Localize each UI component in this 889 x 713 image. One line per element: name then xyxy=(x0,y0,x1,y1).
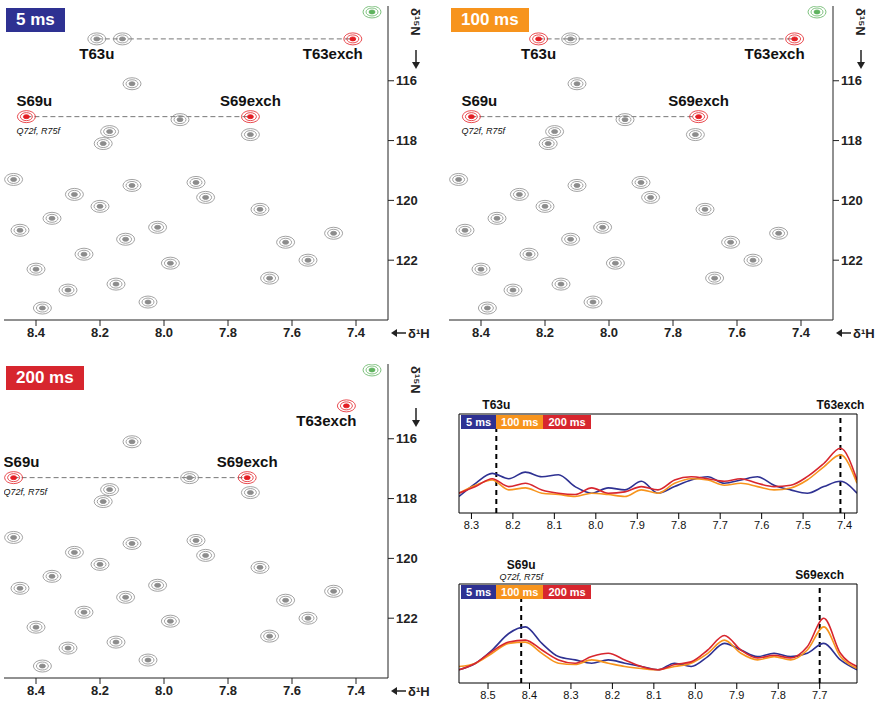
svg-text:8.4: 8.4 xyxy=(27,325,46,340)
svg-text:120: 120 xyxy=(396,551,418,566)
svg-text:7.5: 7.5 xyxy=(795,519,810,531)
svg-text:8.4: 8.4 xyxy=(522,689,537,701)
svg-text:T63u: T63u xyxy=(521,45,556,62)
svg-text:δ¹H: δ¹H xyxy=(408,326,430,341)
svg-text:8.2: 8.2 xyxy=(605,689,620,701)
svg-text:7.9: 7.9 xyxy=(729,689,744,701)
svg-text:120: 120 xyxy=(396,193,418,208)
svg-text:8.0: 8.0 xyxy=(600,325,618,340)
svg-text:Q72f, R75f: Q72f, R75f xyxy=(4,487,49,497)
html-text:100 ms: 100 ms xyxy=(461,10,519,29)
svg-text:8.2: 8.2 xyxy=(536,325,554,340)
svg-text:δ¹H: δ¹H xyxy=(408,684,430,699)
html-text:200 ms: 200 ms xyxy=(548,416,586,428)
svg-text:8.0: 8.0 xyxy=(688,689,703,701)
svg-text:S69exch: S69exch xyxy=(795,568,844,582)
svg-text:7.6: 7.6 xyxy=(283,683,301,698)
svg-text:8.0: 8.0 xyxy=(588,519,603,531)
svg-text:T63exch: T63exch xyxy=(296,412,356,429)
svg-text:7.9: 7.9 xyxy=(630,519,645,531)
svg-text:118: 118 xyxy=(396,491,417,506)
svg-text:7.8: 7.8 xyxy=(671,519,686,531)
html-text:5 ms: 5 ms xyxy=(16,10,55,29)
html-text:100 ms: 100 ms xyxy=(501,586,539,598)
svg-text:8.2: 8.2 xyxy=(505,519,520,531)
svg-text:8.1: 8.1 xyxy=(646,689,661,701)
svg-text:8.0: 8.0 xyxy=(155,683,173,698)
svg-text:116: 116 xyxy=(841,73,862,88)
html-text:200 ms: 200 ms xyxy=(16,368,74,387)
svg-text:S69exch: S69exch xyxy=(668,92,729,109)
svg-text:7.7: 7.7 xyxy=(713,519,728,531)
svg-text:8.2: 8.2 xyxy=(91,325,109,340)
svg-text:Q72f, R75f: Q72f, R75f xyxy=(16,126,61,136)
svg-text:T63exch: T63exch xyxy=(745,45,805,62)
svg-text:T63exch: T63exch xyxy=(816,398,864,412)
svg-text:δ¹⁵N: δ¹⁵N xyxy=(408,366,423,394)
svg-text:8.0: 8.0 xyxy=(155,325,173,340)
html-text:100 ms: 100 ms xyxy=(501,416,539,428)
svg-text:7.6: 7.6 xyxy=(283,325,301,340)
svg-text:8.5: 8.5 xyxy=(480,689,495,701)
svg-text:116: 116 xyxy=(396,431,417,446)
svg-text:8.3: 8.3 xyxy=(464,519,479,531)
svg-text:7.4: 7.4 xyxy=(837,519,852,531)
svg-text:7.7: 7.7 xyxy=(812,689,827,701)
svg-text:116: 116 xyxy=(396,73,417,88)
svg-text:8.2: 8.2 xyxy=(91,683,109,698)
svg-text:122: 122 xyxy=(396,253,418,268)
svg-text:8.3: 8.3 xyxy=(563,689,578,701)
svg-text:120: 120 xyxy=(841,193,863,208)
svg-text:S69u: S69u xyxy=(461,92,497,109)
svg-text:S69u: S69u xyxy=(16,92,52,109)
svg-text:7.4: 7.4 xyxy=(792,325,811,340)
svg-text:7.8: 7.8 xyxy=(219,683,237,698)
svg-text:T63u: T63u xyxy=(79,45,114,62)
svg-text:7.6: 7.6 xyxy=(728,325,746,340)
svg-text:S69u: S69u xyxy=(4,453,39,470)
svg-text:7.8: 7.8 xyxy=(219,325,237,340)
svg-text:8.1: 8.1 xyxy=(547,519,562,531)
svg-text:7.4: 7.4 xyxy=(347,325,366,340)
svg-text:δ¹H: δ¹H xyxy=(853,326,875,341)
svg-text:122: 122 xyxy=(396,611,418,626)
svg-text:S69exch: S69exch xyxy=(217,453,278,470)
svg-text:122: 122 xyxy=(841,253,863,268)
svg-text:118: 118 xyxy=(841,133,862,148)
svg-text:T63u: T63u xyxy=(482,398,510,412)
html-text:200 ms: 200 ms xyxy=(548,586,586,598)
svg-text:S69u: S69u xyxy=(507,558,536,572)
svg-text:8.4: 8.4 xyxy=(472,325,491,340)
svg-text:T63exch: T63exch xyxy=(303,45,363,62)
svg-text:δ¹⁵N: δ¹⁵N xyxy=(408,8,423,36)
svg-text:7.4: 7.4 xyxy=(347,683,366,698)
html-text:5 ms: 5 ms xyxy=(466,586,492,598)
svg-text:Q72f, R75f: Q72f, R75f xyxy=(499,572,544,582)
svg-text:118: 118 xyxy=(396,133,417,148)
svg-text:S69exch: S69exch xyxy=(220,92,281,109)
svg-text:8.4: 8.4 xyxy=(27,683,46,698)
svg-text:7.8: 7.8 xyxy=(664,325,682,340)
svg-text:7.8: 7.8 xyxy=(771,689,786,701)
svg-text:7.6: 7.6 xyxy=(754,519,769,531)
html-text:5 ms: 5 ms xyxy=(466,416,492,428)
svg-text:Q72f, R75f: Q72f, R75f xyxy=(461,126,506,136)
svg-text:δ¹⁵N: δ¹⁵N xyxy=(853,8,868,36)
